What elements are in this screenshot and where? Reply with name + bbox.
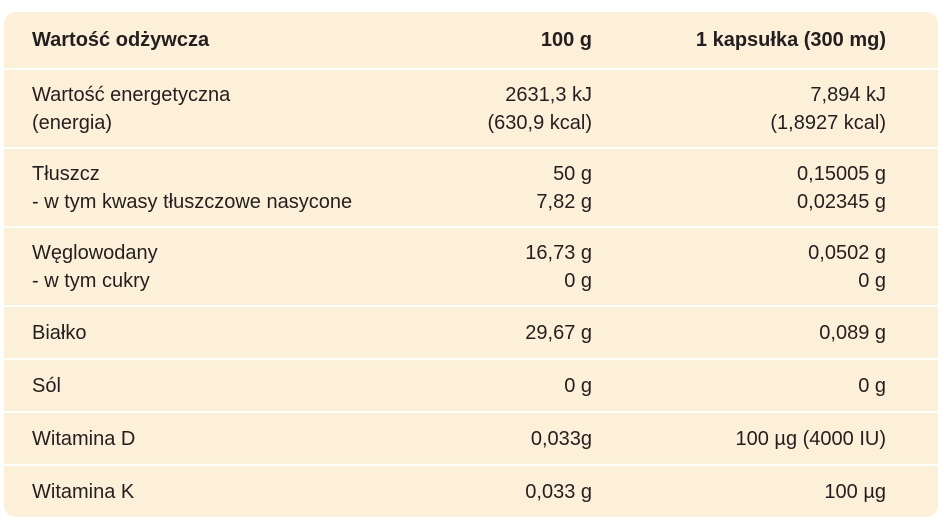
table-cell: 0 g <box>564 372 592 400</box>
cell-line: 0,15005 g <box>797 162 886 185</box>
cell-line: Tłuszcz <box>32 162 100 185</box>
header-cell: 100 g <box>540 29 592 51</box>
cell-line: (1,8927 kcal) <box>770 111 886 134</box>
table-cell: 16,73 g 0 g <box>525 239 592 295</box>
header-cell: 1 kapsułka (300 mg) <box>695 29 886 51</box>
cell-line: - w tym kwasy tłuszczowe nasycone <box>32 190 353 213</box>
table-cell: 0,033 g <box>525 478 592 506</box>
cell-line: 0,089 g <box>819 321 886 344</box>
table-cell: 29,67 g <box>525 319 592 347</box>
table-cell: 2631,3 kJ (630,9 kcal) <box>488 81 593 137</box>
cell-line: - w tym cukry <box>32 269 150 292</box>
cell-line: 0 g <box>564 269 592 292</box>
table-row: Wartość energetyczna (energia) 2631,3 kJ (6… <box>4 70 938 147</box>
nutrition-table: Wartość odżywcza 100 g 1 kapsułka (300 mg)… <box>4 12 938 517</box>
cell-line: 7,894 kJ <box>810 83 886 106</box>
cell-line: (630,9 kcal) <box>487 111 593 134</box>
table-row: Sól 0 g 0 g <box>4 360 938 411</box>
table-cell: Węglowodany - w tym cukry <box>32 239 432 295</box>
table-cell: 100 µg (4000 IU) <box>736 425 887 453</box>
table-row: Witamina K 0,033 g 100 µg <box>4 466 938 517</box>
cell-line: (energia) <box>32 111 113 134</box>
table-row: Tłuszcz - w tym kwasy tłuszczowe nasycone… <box>4 149 938 226</box>
table-cell: Białko <box>32 319 432 347</box>
cell-line: 7,82 g <box>536 190 592 213</box>
table-cell: Witamina K <box>32 478 432 506</box>
table-cell: 0 g <box>858 372 886 400</box>
table-cell: 0,089 g <box>819 319 886 347</box>
table-cell: Wartość energetyczna (energia) <box>32 81 432 137</box>
header-row: Wartość odżywcza 100 g 1 kapsułka (300 mg) <box>4 12 938 68</box>
cell-line: 100 µg <box>824 480 886 503</box>
table-row: Białko 29,67 g 0,089 g <box>4 307 938 358</box>
header-cell: Wartość odżywcza <box>32 29 210 51</box>
cell-line: 50 g <box>553 162 592 185</box>
cell-line: Węglowodany <box>32 241 158 264</box>
table-cell: 50 g 7,82 g <box>536 160 592 216</box>
cell-line: 0,033 g <box>525 480 592 503</box>
cell-line: Wartość energetyczna <box>32 83 231 106</box>
table-cell: Tłuszcz - w tym kwasy tłuszczowe nasycone <box>32 160 432 216</box>
cell-line: 0 g <box>858 269 886 292</box>
cell-line: 100 µg (4000 IU) <box>735 427 887 450</box>
cell-line: 29,67 g <box>525 321 592 344</box>
table-cell: 0,033g <box>531 425 592 453</box>
cell-line: 0,02345 g <box>797 190 886 213</box>
cell-line: Sól <box>32 374 61 397</box>
cell-line: 0,0502 g <box>808 241 886 264</box>
cell-line: 0,033g <box>530 427 592 450</box>
table-cell: 100 µg <box>824 478 886 506</box>
table-cell: Sól <box>32 372 432 400</box>
table-cell: 0,15005 g 0,02345 g <box>797 160 886 216</box>
cell-line: 0 g <box>564 374 592 397</box>
table-cell: 0,0502 g 0 g <box>808 239 886 295</box>
cell-line: Witamina D <box>32 427 136 450</box>
table-row: Witamina D 0,033g 100 µg (4000 IU) <box>4 413 938 464</box>
cell-line: Białko <box>32 321 87 344</box>
cell-line: 16,73 g <box>525 241 592 264</box>
table-cell: 7,894 kJ (1,8927 kcal) <box>770 81 886 137</box>
cell-line: 2631,3 kJ <box>505 83 592 106</box>
cell-line: Witamina K <box>32 480 135 503</box>
table-cell: Witamina D <box>32 425 432 453</box>
cell-line: 0 g <box>858 374 886 397</box>
